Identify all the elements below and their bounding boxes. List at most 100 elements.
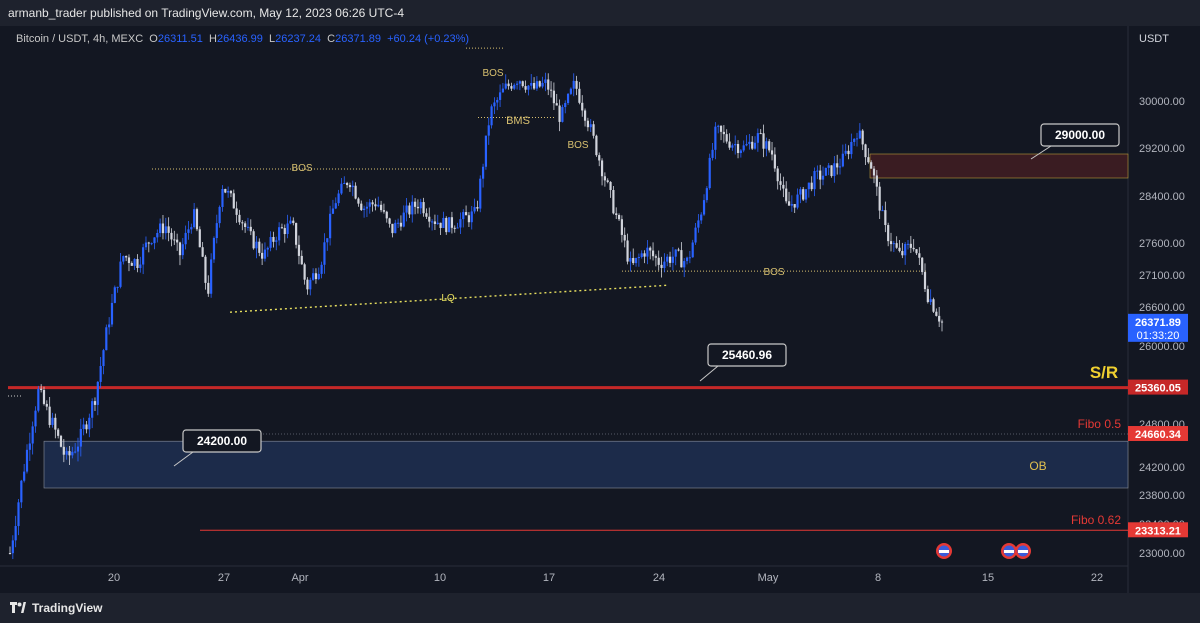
candle-body	[762, 133, 765, 149]
y-tick-label: 30000.00	[1139, 96, 1185, 108]
candle-body	[558, 105, 561, 122]
candle-body	[167, 226, 170, 233]
candle-body	[521, 81, 524, 87]
candle-body	[340, 183, 343, 194]
candle-body	[819, 170, 822, 180]
callout-24200-text: 24200.00	[197, 434, 247, 448]
candle-body	[326, 238, 329, 243]
candle-body	[249, 226, 252, 232]
low-value: 26237.24	[275, 33, 322, 45]
candle-body	[108, 324, 111, 328]
candle-body	[306, 279, 309, 290]
candle-body	[320, 264, 323, 274]
price-axis-tag	[1128, 313, 1188, 342]
candle-body	[586, 120, 589, 128]
candle-body	[323, 242, 326, 265]
y-tick-label: 23800.00	[1139, 490, 1185, 502]
price-axis-tag-countdown: 01:33:20	[1137, 330, 1180, 342]
candle-body	[870, 162, 873, 169]
candle-body	[235, 208, 238, 215]
candle-body	[289, 220, 292, 224]
candle-body	[377, 204, 380, 207]
candle-body	[773, 154, 776, 169]
candle-body	[232, 193, 235, 209]
candle-body	[498, 92, 502, 100]
candle-body	[68, 451, 71, 456]
candle-body	[445, 217, 448, 233]
candle-body	[473, 207, 476, 212]
candle-body	[629, 258, 632, 262]
y-tick-label: 23000.00	[1139, 548, 1185, 560]
callout-25460-box	[707, 343, 787, 367]
candle-body	[314, 273, 318, 280]
candle-body	[736, 144, 740, 154]
candle-body	[598, 155, 601, 161]
candle-body	[102, 350, 105, 367]
candle-body	[453, 227, 456, 229]
candle-body	[125, 256, 128, 258]
candle-body	[872, 168, 876, 176]
close-value: 26371.89	[335, 33, 381, 45]
candle-body	[374, 204, 377, 207]
candle-body	[496, 99, 499, 103]
y-tick-label: 24200.00	[1139, 462, 1185, 474]
candle-body	[615, 213, 618, 216]
candle-body	[547, 79, 550, 90]
price-chart[interactable]: 30000.00 29200.00 28400.00 27600.00 27100.00…	[0, 26, 1200, 593]
candle-body	[99, 366, 102, 382]
candle-body	[425, 213, 428, 217]
candle-body	[668, 256, 672, 263]
tradingview-logo-icon	[10, 602, 26, 613]
candle-body	[430, 221, 434, 223]
candle-body	[45, 403, 48, 407]
candle-body	[677, 249, 680, 251]
footer: TradingView	[0, 593, 1200, 623]
candle-body	[688, 257, 691, 259]
lq-line	[229, 284, 669, 313]
candle-body	[42, 390, 46, 404]
candle-body	[892, 243, 895, 245]
candle-body	[380, 204, 383, 211]
candle-body	[694, 227, 697, 243]
candle-body	[365, 206, 369, 209]
bos-label-2: BOS	[482, 68, 503, 79]
candle-body	[728, 141, 731, 148]
candle-body	[515, 83, 519, 85]
candle-body	[238, 214, 241, 223]
candle-body	[541, 82, 544, 87]
candle-body	[221, 188, 224, 207]
chart-area[interactable]: 30000.00 29200.00 28400.00 27600.00 27100.00…	[0, 26, 1200, 593]
candle-body	[252, 231, 255, 249]
x-tick-label: 17	[543, 572, 555, 584]
candle-body	[244, 223, 247, 227]
callout-24200-pointer	[173, 451, 194, 467]
candle-body	[40, 388, 43, 391]
candle-body	[901, 251, 904, 256]
candle-body	[532, 83, 536, 89]
candle-body	[363, 208, 366, 211]
candle-body	[915, 249, 918, 254]
candle-body	[756, 133, 759, 143]
candle-body	[912, 247, 915, 250]
candle-body	[751, 141, 754, 149]
open-value: 26311.51	[157, 33, 203, 45]
candle-body	[810, 182, 813, 190]
candle-body	[923, 272, 927, 290]
y-tick-label: 28400.00	[1139, 191, 1185, 203]
candle-body	[450, 217, 454, 228]
candle-body	[858, 130, 861, 139]
candle-body	[657, 257, 660, 265]
price-axis-tag	[1128, 522, 1188, 538]
candle-body	[229, 190, 233, 194]
candle-body	[388, 218, 391, 224]
candle-body	[555, 103, 558, 106]
close-label: C	[327, 33, 336, 45]
candle-body	[759, 133, 762, 135]
candle-body	[510, 86, 513, 89]
candle-body	[561, 107, 564, 122]
candle-body	[793, 204, 796, 208]
candle-body	[266, 247, 269, 250]
candle-body	[739, 150, 742, 154]
candle-body	[161, 223, 165, 234]
candle-body	[215, 223, 218, 239]
